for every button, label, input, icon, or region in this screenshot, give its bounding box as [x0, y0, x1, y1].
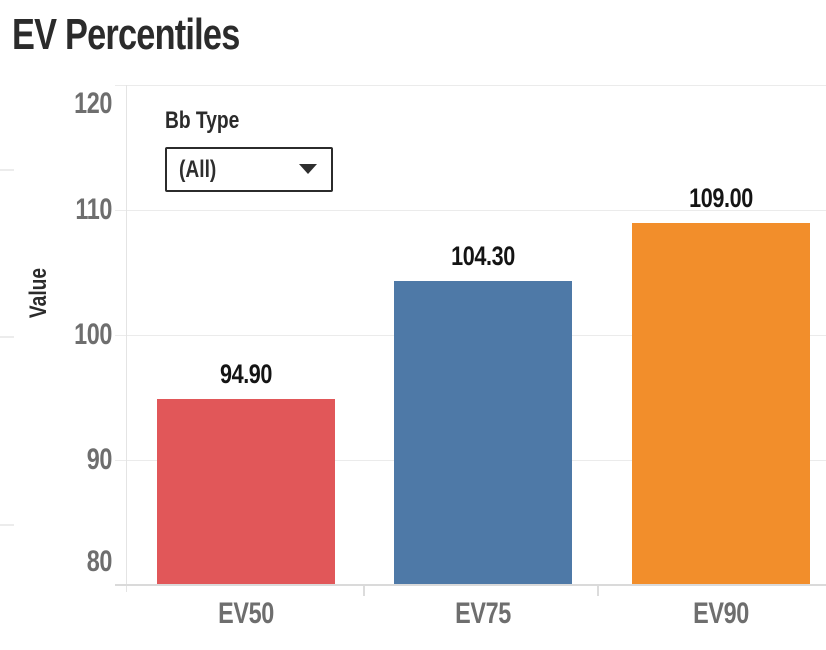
- gridline-110: [115, 209, 826, 211]
- y-tick-label-120: 120: [74, 87, 112, 120]
- column-divider-tick: [597, 586, 599, 596]
- bar-ev50[interactable]: [157, 398, 335, 584]
- bar-value-label-ev50: 94.90: [219, 358, 273, 389]
- x-tick-label-ev75[interactable]: EV75: [455, 597, 512, 630]
- caret-down-icon[interactable]: [299, 164, 317, 174]
- filter-label: Bb Type: [165, 107, 240, 134]
- left-edge-tick: [0, 336, 14, 338]
- bar-ev90[interactable]: [631, 222, 810, 584]
- left-edge-tick: [0, 524, 14, 526]
- chart-title: EV Percentiles: [12, 10, 240, 59]
- column-divider-tick: [363, 586, 365, 596]
- x-tick-label-ev90[interactable]: EV90: [692, 597, 749, 630]
- left-edge-tick: [0, 169, 14, 171]
- y-axis-title: Value: [25, 267, 52, 319]
- x-axis-line: [115, 584, 826, 586]
- bar-value-label-ev75: 104.30: [451, 241, 516, 272]
- bar-ev75[interactable]: [394, 281, 573, 584]
- y-tick-label-90: 90: [86, 443, 113, 476]
- y-axis-line: [126, 85, 127, 592]
- bar-value-label-ev90: 109.00: [688, 182, 753, 213]
- y-tick-label-110: 110: [75, 193, 112, 226]
- dropdown-selected-value: (All): [179, 156, 217, 183]
- y-tick-label-100: 100: [74, 318, 112, 351]
- bb-type-dropdown[interactable]: (All): [165, 147, 333, 192]
- x-tick-label-ev50[interactable]: EV50: [218, 597, 274, 630]
- gridline-120: [115, 84, 826, 86]
- y-tick-label-80: 80: [86, 545, 113, 578]
